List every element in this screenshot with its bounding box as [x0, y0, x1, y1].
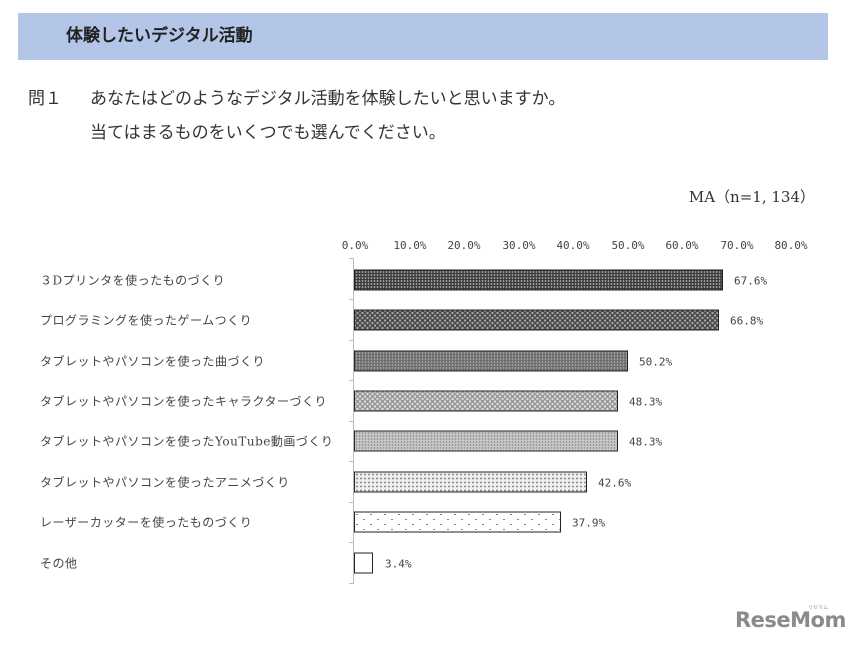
section-header-band: 体験したいデジタル活動 — [18, 13, 828, 60]
sample-size-note: MA（n=1, 134） — [688, 188, 815, 206]
category-label: プログラミングを使ったゲームつくり — [40, 313, 253, 328]
section-title: 体験したいデジタル活動 — [66, 26, 253, 46]
bar — [354, 350, 628, 372]
category-label: ３Dプリンタを使ったものづくり — [40, 273, 226, 288]
axis-tick-mark — [349, 380, 354, 381]
tick-label: 60.0% — [665, 239, 699, 252]
tick-label: 40.0% — [556, 239, 590, 252]
bar — [354, 511, 561, 533]
tick-label: 20.0% — [447, 239, 481, 252]
resemom-logo: ReseMom — [735, 608, 845, 632]
value-label: 66.8% — [730, 314, 764, 328]
axis-tick-mark — [349, 340, 354, 341]
question-text-line2: 当てはまるものをいくつでも選んでください。 — [90, 123, 446, 143]
axis-tick-mark — [349, 258, 354, 259]
question-number: 問１ — [28, 89, 62, 109]
tick-label: 80.0% — [774, 239, 808, 252]
axis-tick-mark — [349, 461, 354, 462]
axis-tick-mark — [349, 583, 354, 584]
bar — [354, 269, 723, 291]
tick-label: 0.0% — [341, 239, 369, 252]
tick-label: 50.0% — [611, 239, 645, 252]
category-label: タブレットやパソコンを使ったYouTube動画づくり — [40, 434, 334, 449]
tick-label: 10.0% — [393, 239, 427, 252]
value-label: 67.6% — [734, 274, 768, 288]
value-label: 48.3% — [629, 395, 663, 409]
value-label: 37.9% — [572, 516, 606, 530]
value-label: 48.3% — [629, 435, 663, 449]
bar — [354, 309, 719, 331]
category-label: タブレットやパソコンを使ったキャラクターづくり — [40, 394, 328, 409]
value-label: 50.2% — [639, 355, 673, 369]
axis-tick-mark — [349, 421, 354, 422]
category-label: その他 — [40, 556, 78, 571]
axis-tick-mark — [349, 542, 354, 543]
axis-tick-mark — [349, 502, 354, 503]
value-label: 3.4% — [385, 557, 412, 571]
category-label: レーザーカッターを使ったものづくり — [40, 515, 253, 530]
bar — [354, 552, 373, 574]
bar — [354, 430, 618, 452]
category-label: タブレットやパソコンを使った曲づくり — [40, 354, 266, 369]
axis-tick-mark — [349, 299, 354, 300]
tick-label: 70.0% — [720, 239, 754, 252]
tick-label: 30.0% — [502, 239, 536, 252]
bar — [354, 390, 618, 412]
bar — [354, 471, 587, 493]
resemom-logo-subtext: リセマム — [808, 605, 829, 611]
question-text-line1: あなたはどのようなデジタル活動を体験したいと思いますか。 — [90, 89, 566, 109]
value-label: 42.6% — [598, 476, 632, 490]
category-label: タブレットやパソコンを使ったアニメづくり — [40, 475, 290, 490]
